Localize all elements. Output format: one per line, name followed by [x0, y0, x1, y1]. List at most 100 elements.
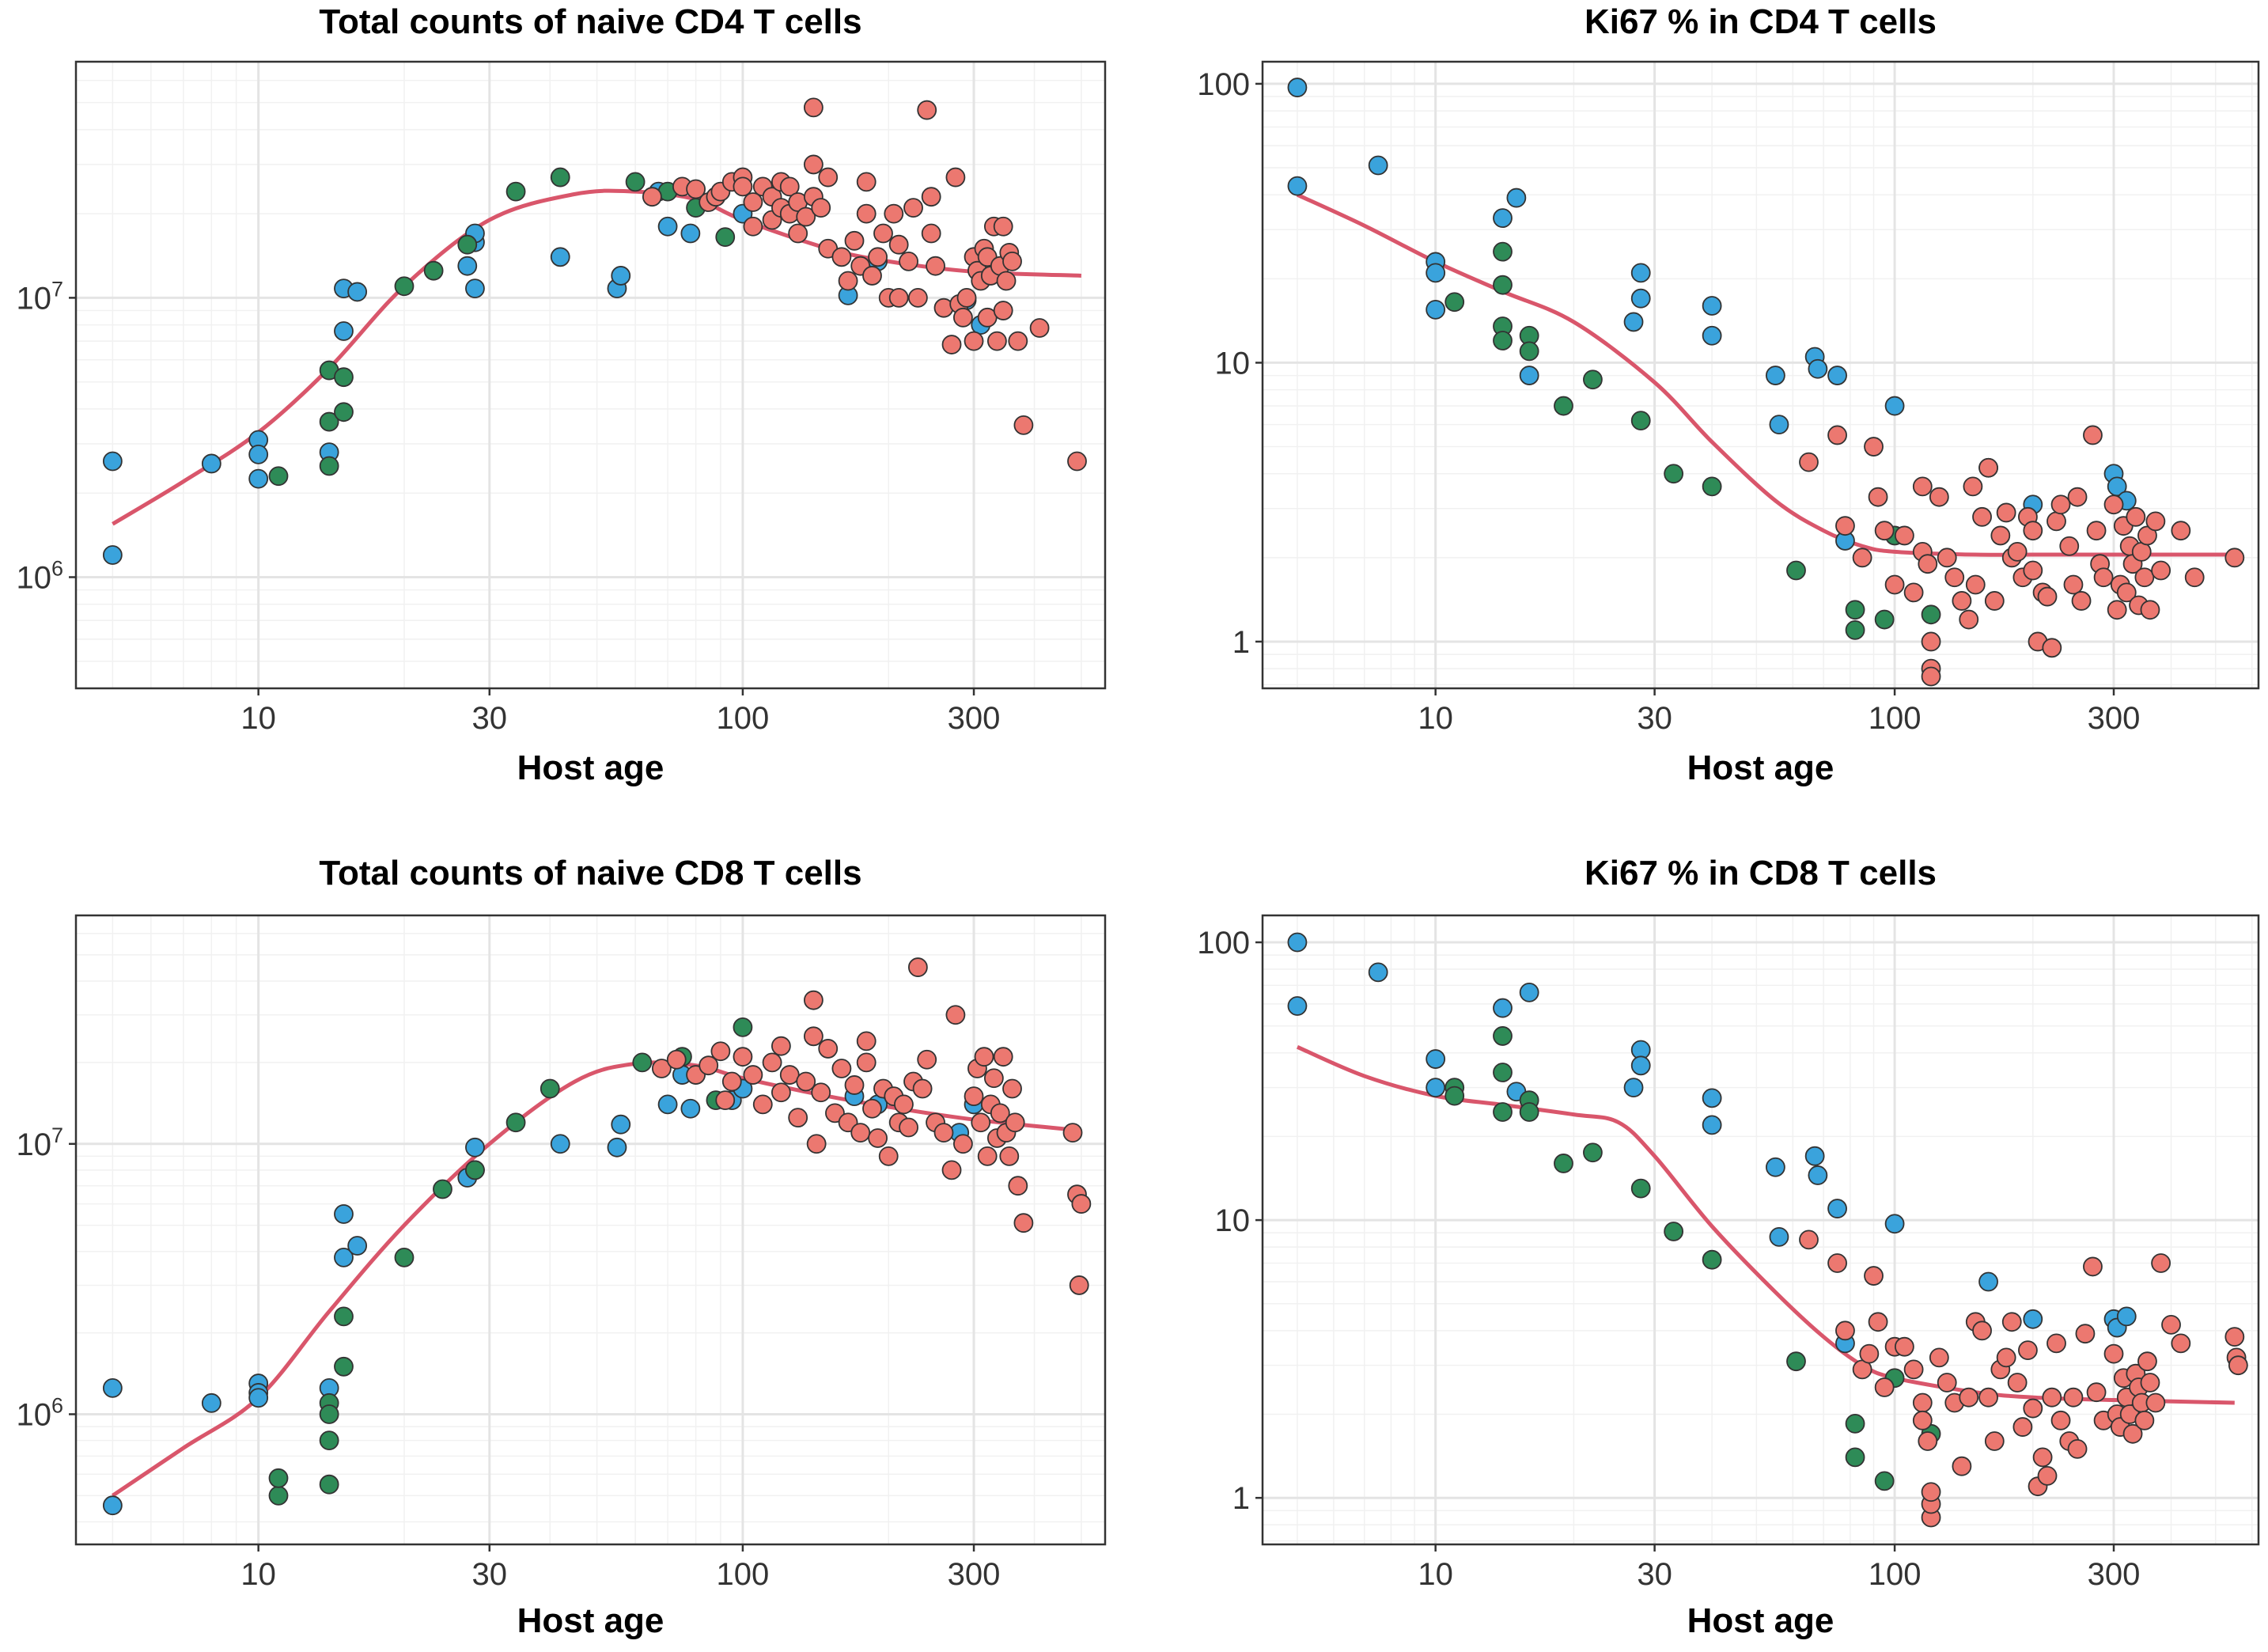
y-tick-label: 106 — [16, 556, 63, 595]
data-point — [1008, 1176, 1028, 1196]
data-point — [457, 234, 478, 255]
data-point — [1493, 241, 1513, 262]
data-point — [1287, 996, 1308, 1016]
data-point — [201, 1392, 221, 1413]
data-point — [733, 1047, 753, 1067]
data-point — [334, 367, 354, 388]
data-point — [907, 957, 928, 977]
data-point — [102, 545, 123, 565]
data-point — [1702, 296, 1722, 316]
chart-panel-3: 10 30 100 300 106 107 Total counts of naive CD… — [16, 854, 1107, 1640]
data-point — [868, 1128, 888, 1148]
data-point — [971, 1112, 991, 1133]
data-point — [1702, 1115, 1722, 1135]
data-point — [2007, 1373, 2028, 1392]
data-point — [2086, 521, 2107, 541]
data-point — [818, 167, 839, 188]
gridlines — [1263, 62, 2259, 688]
data-point — [1493, 998, 1513, 1018]
data-point — [1835, 516, 1855, 536]
series-group_c — [1799, 425, 2245, 687]
data-point — [899, 1117, 918, 1138]
data-point — [2042, 1387, 2062, 1408]
chart-title: Ki67 % in CD4 T cells — [1585, 2, 1937, 41]
data-point — [1554, 1154, 1573, 1173]
data-point — [268, 466, 289, 487]
data-point — [1868, 1312, 1888, 1332]
data-point — [1835, 1320, 1855, 1341]
x-axis-label: Host age — [1687, 1601, 1834, 1640]
data-point — [856, 1052, 877, 1073]
data-point — [1978, 457, 1998, 478]
data-point — [1921, 666, 1941, 687]
data-point — [1493, 1026, 1513, 1046]
data-point — [2047, 511, 2066, 532]
data-point — [1959, 1387, 1979, 1408]
data-point — [818, 1039, 839, 1059]
data-point — [465, 1137, 485, 1158]
data-point — [1368, 155, 1388, 176]
data-point — [1799, 452, 1819, 472]
data-point — [1874, 1471, 1895, 1491]
data-point — [941, 335, 962, 354]
data-point — [319, 456, 339, 476]
data-point — [1903, 582, 1924, 603]
data-point — [990, 1103, 1010, 1123]
data-point — [2171, 521, 2191, 541]
data-point — [2140, 1373, 2160, 1392]
chart-panel-2: 10 30 100 300 1 10 100 Ki67 % in CD4 T cells Hos… — [1197, 2, 2260, 787]
data-point — [856, 1031, 877, 1051]
data-point — [903, 198, 923, 218]
data-point — [2037, 1465, 2058, 1486]
data-point — [999, 1146, 1020, 1166]
data-point — [1426, 299, 1446, 320]
data-point — [945, 1005, 966, 1025]
data-point — [1808, 1165, 1828, 1185]
data-point — [1903, 1359, 1924, 1380]
data-point — [1702, 476, 1722, 497]
data-point — [2037, 586, 2058, 607]
data-point — [721, 1071, 742, 1092]
data-point — [1827, 366, 1847, 385]
data-point — [657, 1094, 678, 1115]
data-point — [878, 1146, 899, 1166]
data-point — [680, 223, 701, 244]
data-point — [550, 167, 570, 188]
x-tick-label: 30 — [472, 701, 508, 736]
data-point — [2001, 1312, 2022, 1332]
data-point — [831, 247, 852, 267]
data-point — [1583, 1142, 1603, 1163]
data-point — [1029, 318, 1050, 338]
data-point — [611, 266, 631, 286]
data-point — [862, 266, 882, 286]
data-point — [986, 331, 1007, 351]
data-point — [1929, 1347, 1949, 1368]
data-point — [607, 1137, 627, 1158]
data-point — [102, 1495, 123, 1516]
x-tick-label: 10 — [240, 1557, 276, 1592]
data-point — [1623, 1078, 1644, 1097]
data-point — [1984, 591, 2005, 611]
data-point — [803, 990, 824, 1010]
data-point — [856, 172, 877, 192]
data-point — [1493, 275, 1513, 295]
data-point — [2023, 560, 2043, 581]
data-point — [1664, 464, 1684, 484]
data-point — [611, 1114, 631, 1135]
data-point — [977, 1146, 998, 1166]
data-point — [2075, 1324, 2096, 1344]
data-point — [952, 1134, 973, 1154]
data-point — [1493, 1063, 1513, 1082]
data-point — [1937, 1373, 1957, 1392]
data-point — [1912, 1410, 1933, 1430]
x-tick-label: 100 — [717, 701, 770, 736]
data-point — [715, 1090, 736, 1111]
data-point — [838, 271, 858, 291]
data-point — [1013, 415, 1034, 435]
data-point — [710, 1041, 731, 1062]
x-axis-label: Host age — [517, 748, 664, 787]
data-point — [1827, 1253, 1847, 1273]
chart-title: Total counts of naive CD4 T cells — [319, 2, 861, 41]
gridlines — [1263, 915, 2259, 1544]
data-point — [1519, 982, 1539, 1002]
